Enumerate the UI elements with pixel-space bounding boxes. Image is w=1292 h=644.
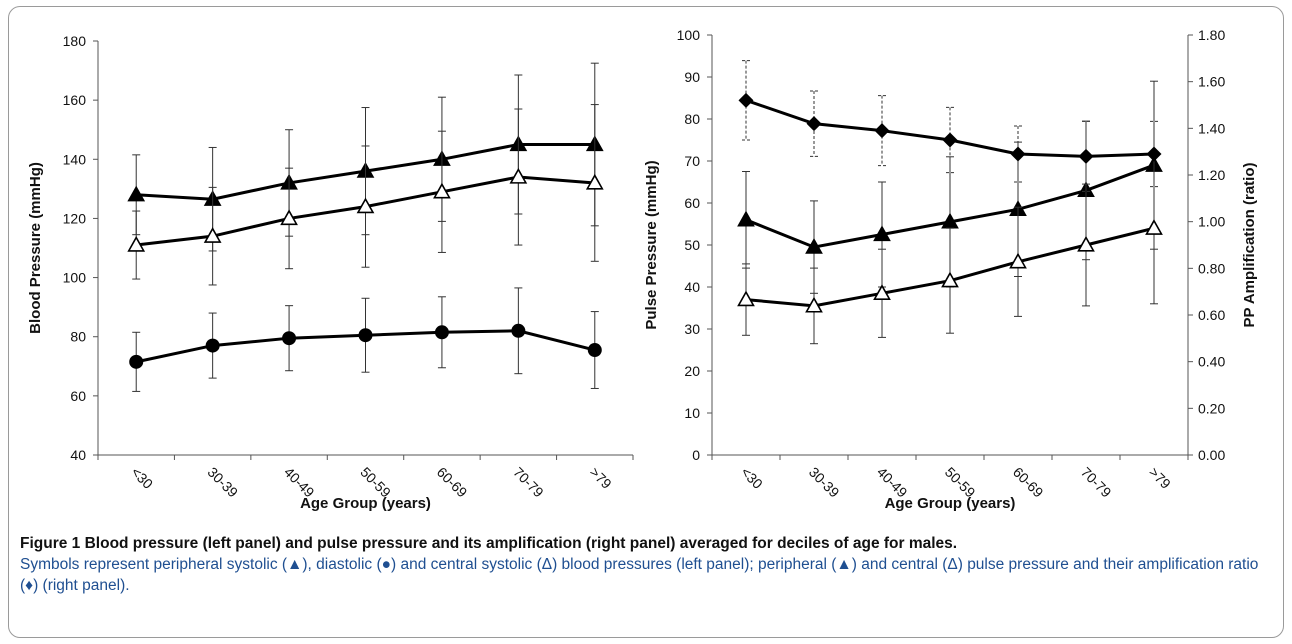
left-panel-x-tick-label: <30 bbox=[128, 464, 156, 492]
left-panel-y-tick-label: 40 bbox=[70, 447, 86, 463]
left-panel-y-tick-label: 100 bbox=[63, 270, 87, 286]
right-panel-y-tick-label: 10 bbox=[684, 405, 700, 421]
right-panel-series-diamond-point bbox=[1010, 146, 1026, 162]
right-panel-series-filled-triangle-point bbox=[873, 225, 891, 242]
right-panel-x-tick-label: <30 bbox=[738, 464, 766, 492]
right-panel-series-open-triangle-point bbox=[873, 284, 891, 300]
right-panel-y-right-tick-label: 0.80 bbox=[1198, 260, 1225, 276]
left-panel-series-open-triangle-point bbox=[280, 209, 298, 226]
left-panel-series-filled-circle-point bbox=[205, 338, 220, 353]
left-panel-series-filled-circle-point bbox=[282, 331, 297, 346]
right-panel-series-diamond-point bbox=[1146, 146, 1162, 162]
right-panel-series-open-triangle-point bbox=[941, 271, 959, 288]
right-panel-y-tick-label: 100 bbox=[677, 27, 701, 43]
left-panel-series-open-triangle-point bbox=[433, 182, 451, 199]
caption-title: Figure 1 Blood pressure (left panel) and… bbox=[20, 535, 958, 552]
left-panel-series-open-triangle-point bbox=[356, 197, 375, 214]
right-panel-y-tick-label: 50 bbox=[684, 237, 700, 253]
right-panel-y-right-tick-label: 1.40 bbox=[1198, 120, 1225, 136]
right-panel-y-tick-label: 0 bbox=[692, 447, 700, 463]
right-panel-y-tick-label: 20 bbox=[684, 363, 700, 379]
left-panel-x-tick-label: 60-69 bbox=[434, 464, 471, 501]
left-panel-series-open-triangle-point bbox=[203, 227, 222, 243]
right-panel-y-right-tick-label: 1.80 bbox=[1198, 27, 1225, 43]
right-panel-series-diamond-point bbox=[806, 116, 822, 132]
right-panel-y-axis-title: Pulse Pressure (mmHg) bbox=[643, 160, 660, 329]
left-panel-series-open-triangle-point bbox=[585, 173, 604, 190]
left-panel-series-filled-circle-point bbox=[129, 354, 144, 369]
left-panel-y-tick-label: 140 bbox=[63, 151, 87, 167]
left-panel-x-axis-title: Age Group (years) bbox=[300, 495, 431, 512]
left-panel-y-tick-label: 180 bbox=[63, 33, 87, 49]
right-panel-y-tick-label: 40 bbox=[684, 279, 700, 295]
right-panel-series-open-triangle-point bbox=[737, 290, 755, 307]
left-panel-series-open-triangle-point bbox=[509, 167, 528, 184]
right-panel-series-open-triangle-point bbox=[1077, 235, 1095, 252]
right-panel-series-diamond-point bbox=[874, 123, 890, 139]
left-panel-y-tick-label: 60 bbox=[70, 388, 86, 404]
left-panel-y-tick-label: 120 bbox=[63, 210, 87, 226]
right-panel-series-filled-triangle-point bbox=[805, 237, 823, 254]
right-panel-series-diamond-point bbox=[1078, 148, 1094, 164]
right-panel-y-right-tick-label: 1.00 bbox=[1198, 214, 1225, 230]
right-panel-x-axis-title: Age Group (years) bbox=[885, 495, 1016, 512]
right-panel-y-tick-label: 90 bbox=[684, 69, 700, 85]
right-panel-y-tick-label: 60 bbox=[684, 195, 700, 211]
right-panel-y-tick-label: 30 bbox=[684, 321, 700, 337]
left-panel-x-tick-label: 70-79 bbox=[510, 464, 547, 501]
right-panel-series-open-triangle-point bbox=[1145, 219, 1163, 235]
right-panel-x-tick-label: >79 bbox=[1146, 464, 1174, 492]
right-panel-y-tick-label: 70 bbox=[684, 153, 700, 169]
right-panel-x-tick-label: 70-79 bbox=[1078, 464, 1115, 501]
left-panel-x-tick-label: >79 bbox=[587, 464, 615, 492]
right-panel-y-right-tick-label: 0.20 bbox=[1198, 400, 1225, 416]
right-panel-series-filled-triangle-point bbox=[737, 210, 755, 227]
left-panel-series-filled-triangle-point bbox=[127, 185, 146, 202]
figure-caption: Figure 1 Blood pressure (left panel) and… bbox=[20, 533, 1270, 596]
left-panel-series-filled-circle-point bbox=[358, 328, 373, 343]
left-panel-y-tick-label: 160 bbox=[63, 92, 87, 108]
right-panel-y-right-tick-label: 0.40 bbox=[1198, 354, 1225, 370]
right-panel-y-right-tick-label: 1.60 bbox=[1198, 74, 1225, 90]
right-panel-series-open-triangle-point bbox=[1009, 252, 1027, 269]
left-panel-series-filled-circle-point bbox=[587, 343, 602, 358]
left-panel-y-tick-label: 80 bbox=[70, 329, 86, 345]
caption-body: Symbols represent peripheral systolic (▲… bbox=[20, 556, 1259, 594]
left-panel-y-axis-title: Blood Pressure (mmHg) bbox=[27, 162, 44, 334]
figure-frame bbox=[8, 6, 1284, 638]
right-panel-series-diamond-point bbox=[738, 92, 754, 108]
right-panel-y-right-tick-label: 0.00 bbox=[1198, 447, 1225, 463]
right-panel-y-right-tick-label: 1.20 bbox=[1198, 167, 1225, 183]
left-panel-series-open-triangle-point bbox=[127, 235, 146, 252]
right-panel-y-right-tick-label: 0.60 bbox=[1198, 307, 1225, 323]
left-panel-series-filled-circle-point bbox=[511, 323, 526, 338]
right-panel-series-diamond-point bbox=[942, 132, 958, 148]
right-panel-y-axis-title-right: PP Amplification (ratio) bbox=[1241, 162, 1258, 327]
left-panel-x-tick-label: 30-39 bbox=[205, 464, 242, 501]
right-panel-series-open-triangle-point bbox=[805, 296, 823, 313]
left-panel-series-filled-circle-point bbox=[434, 325, 449, 340]
right-panel-x-tick-label: 30-39 bbox=[806, 464, 843, 501]
right-panel-y-tick-label: 80 bbox=[684, 111, 700, 127]
